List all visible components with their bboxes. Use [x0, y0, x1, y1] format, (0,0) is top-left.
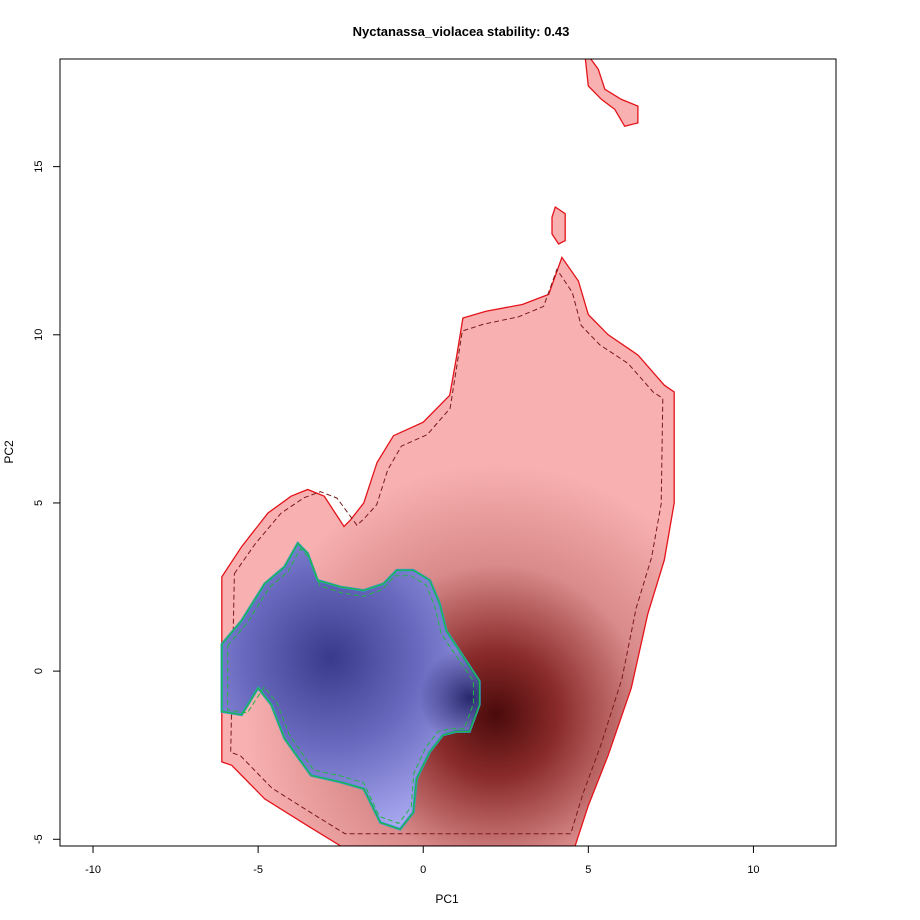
blue-region-inner-contour: [227, 547, 475, 824]
plot-area: [220, 59, 675, 846]
x-axis: -10 -5 0 5 10: [85, 845, 760, 876]
chart-title: Nyctanassa_violacea stability: 0.43: [353, 24, 570, 39]
y-tick-label-15: 15: [33, 160, 45, 172]
red-region-body: [221, 255, 675, 846]
blue-region-dark-node: [221, 543, 480, 830]
y-axis: -5 0 5 10 15: [33, 160, 61, 844]
x-tick-label--5: -5: [253, 864, 263, 876]
blue-density-region: [220, 541, 481, 831]
red-region-inner-contour: [230, 268, 664, 835]
x-tick-label-10: 10: [747, 864, 759, 876]
x-tick-label--10: -10: [85, 864, 101, 876]
y-tick-label-10: 10: [33, 329, 45, 341]
red-island-1: [584, 59, 639, 128]
y-tick-label--5: -5: [33, 834, 45, 844]
red-island-2: [551, 205, 566, 245]
x-axis-title: PC1: [435, 892, 459, 906]
y-tick-label-0: 0: [33, 668, 45, 674]
x-tick-label-5: 5: [585, 864, 591, 876]
y-axis-title: PC2: [2, 440, 16, 464]
y-tick-label-5: 5: [33, 500, 45, 506]
x-tick-label-0: 0: [420, 864, 426, 876]
blue-region-outline: [221, 542, 480, 830]
